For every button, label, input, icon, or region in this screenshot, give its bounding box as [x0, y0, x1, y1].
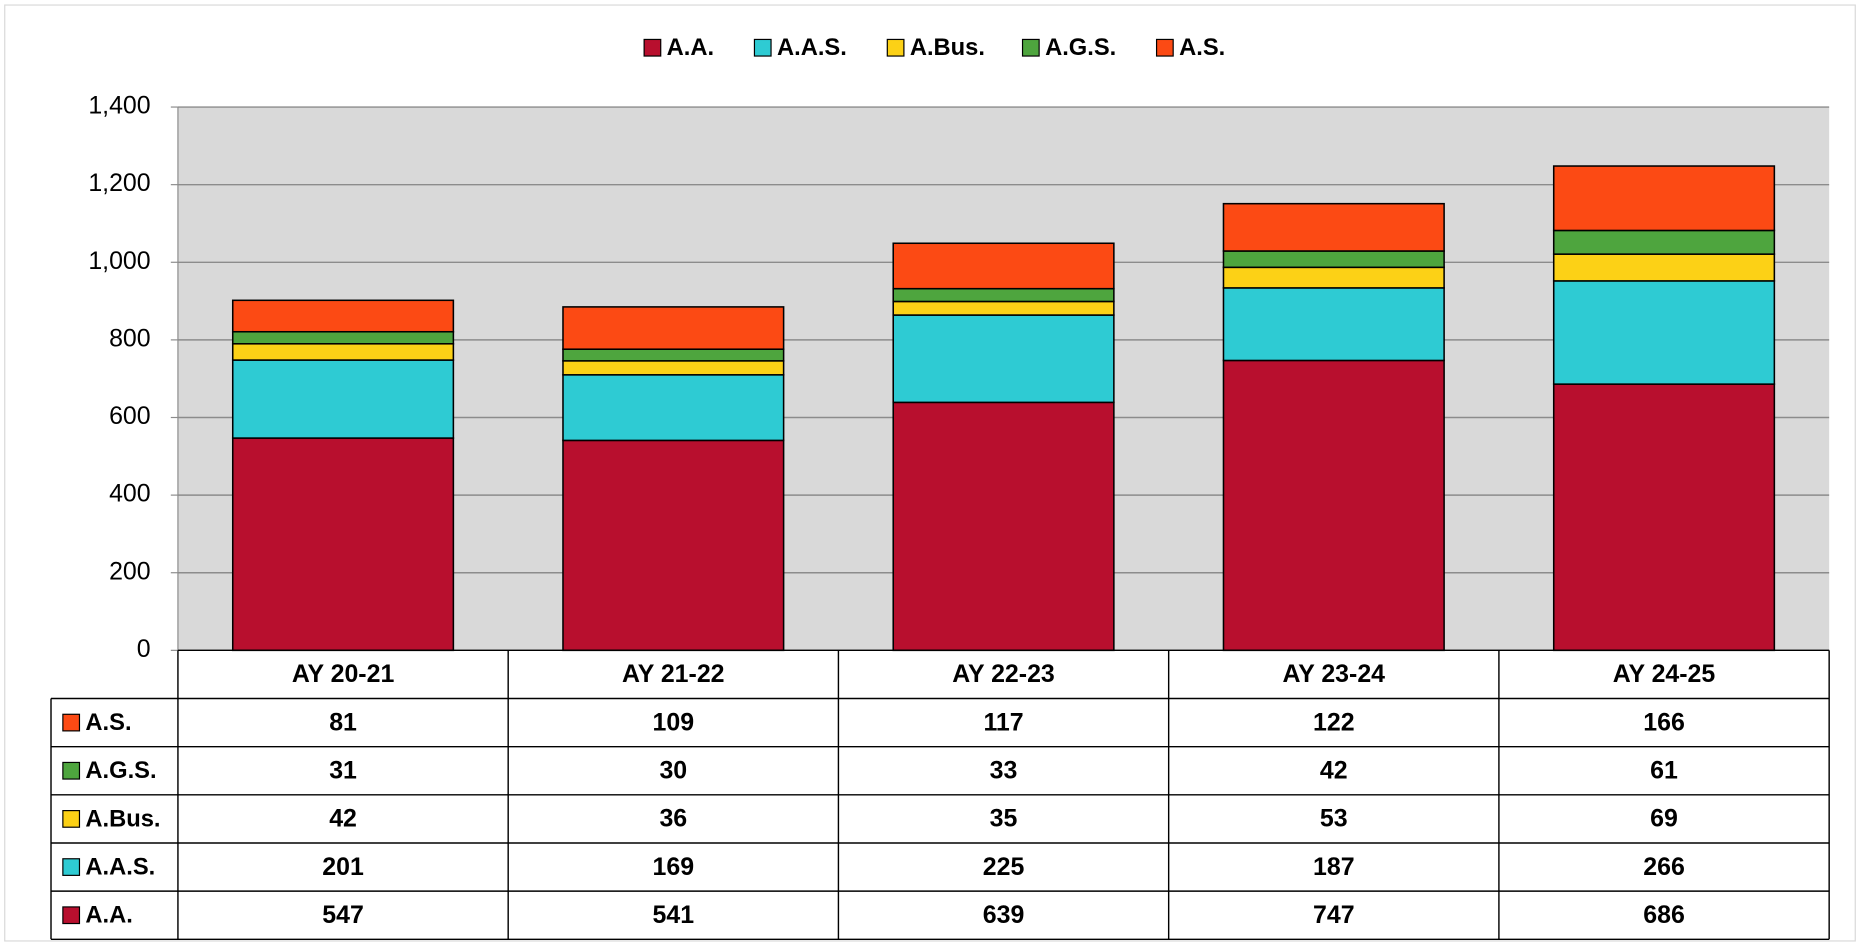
bar-segment — [231, 299, 455, 333]
table-header: AY 23-24 — [1283, 660, 1386, 688]
table-value: 266 — [1643, 853, 1685, 881]
bar-segment — [1222, 266, 1445, 289]
bar-segment — [231, 359, 455, 439]
legend-label: A.Bus. — [910, 35, 985, 61]
table-value: 201 — [322, 853, 364, 881]
table-value: 69 — [1650, 805, 1678, 833]
table-header: AY 20-21 — [292, 660, 395, 688]
table-header: AY 22-23 — [952, 660, 1054, 688]
y-tick-label: 800 — [109, 324, 151, 352]
bar-segment — [231, 437, 455, 652]
y-tick-label: 1,000 — [88, 247, 150, 275]
legend-label: A.G.S. — [1045, 35, 1116, 61]
bar-segment — [892, 300, 1115, 316]
y-tick-label: 1,400 — [88, 92, 150, 120]
table-value: 81 — [329, 708, 357, 736]
y-tick-label: 400 — [109, 480, 151, 508]
table-value: 166 — [1643, 708, 1685, 736]
bar-segment — [1222, 250, 1445, 269]
bar-segment — [892, 287, 1115, 303]
table-value: 225 — [983, 853, 1025, 881]
table-value: 547 — [322, 901, 364, 929]
table-value: 31 — [329, 757, 357, 785]
bar-segment — [1552, 253, 1776, 282]
legend-swatch — [886, 38, 905, 57]
bar-segment — [562, 439, 785, 652]
table-swatch — [62, 906, 81, 925]
legend-label: A.A.S. — [777, 35, 847, 61]
table-value: 61 — [1650, 757, 1678, 785]
table-row-label: A.G.S. — [85, 758, 156, 784]
y-tick-label: 0 — [137, 635, 151, 663]
table-value: 53 — [1320, 805, 1348, 833]
legend-swatch — [1155, 38, 1174, 57]
table-value: 35 — [990, 805, 1018, 833]
table-swatch — [62, 713, 81, 732]
table-value: 42 — [329, 805, 357, 833]
legend-swatch — [753, 38, 772, 57]
table-header: AY 24-25 — [1613, 660, 1716, 688]
bar-segment — [892, 401, 1115, 652]
table-value: 639 — [983, 901, 1025, 929]
table-row-label: A.A. — [85, 903, 132, 929]
legend-label: A.A. — [667, 35, 714, 61]
table-value: 42 — [1320, 757, 1348, 785]
table-row-label: A.S. — [85, 710, 131, 736]
table-row-label: A.A.S. — [85, 855, 155, 881]
table-swatch — [62, 761, 81, 780]
y-tick-label: 1,200 — [88, 169, 150, 197]
bar-segment — [1552, 280, 1776, 385]
bar-segment — [562, 360, 785, 376]
table-value: 122 — [1313, 708, 1355, 736]
bar-segment — [231, 330, 455, 345]
legend-label: A.S. — [1179, 35, 1225, 61]
bar-segment — [562, 348, 785, 362]
table-value: 30 — [659, 757, 687, 785]
bar-segment — [892, 314, 1115, 404]
table-value: 541 — [653, 901, 695, 929]
table-swatch — [62, 810, 81, 828]
legend-swatch — [1021, 38, 1040, 57]
table-swatch — [62, 858, 81, 876]
table-value: 747 — [1313, 901, 1355, 929]
legend-swatch — [643, 38, 662, 57]
table-value: 187 — [1313, 853, 1355, 881]
table-value: 169 — [653, 853, 695, 881]
bar-segment — [1552, 229, 1776, 255]
y-tick-label: 200 — [109, 557, 151, 585]
bar-segment — [1222, 359, 1445, 652]
table-value: 117 — [983, 708, 1023, 736]
bar-segment — [562, 374, 785, 442]
bar-segment — [1552, 383, 1776, 652]
table-value: 109 — [653, 708, 695, 736]
bar-segment — [562, 306, 785, 350]
bar-segment — [231, 342, 455, 361]
table-row-label: A.Bus. — [85, 806, 160, 832]
table-header: AY 21-22 — [622, 660, 724, 688]
y-tick-label: 600 — [109, 402, 151, 430]
table-value: 33 — [990, 757, 1018, 785]
bar-segment — [1222, 287, 1445, 362]
bar-segment — [892, 242, 1115, 290]
table-value: 36 — [659, 805, 687, 833]
table-value: 686 — [1643, 901, 1685, 929]
bar-segment — [1552, 165, 1776, 232]
bar-segment — [1222, 202, 1445, 252]
